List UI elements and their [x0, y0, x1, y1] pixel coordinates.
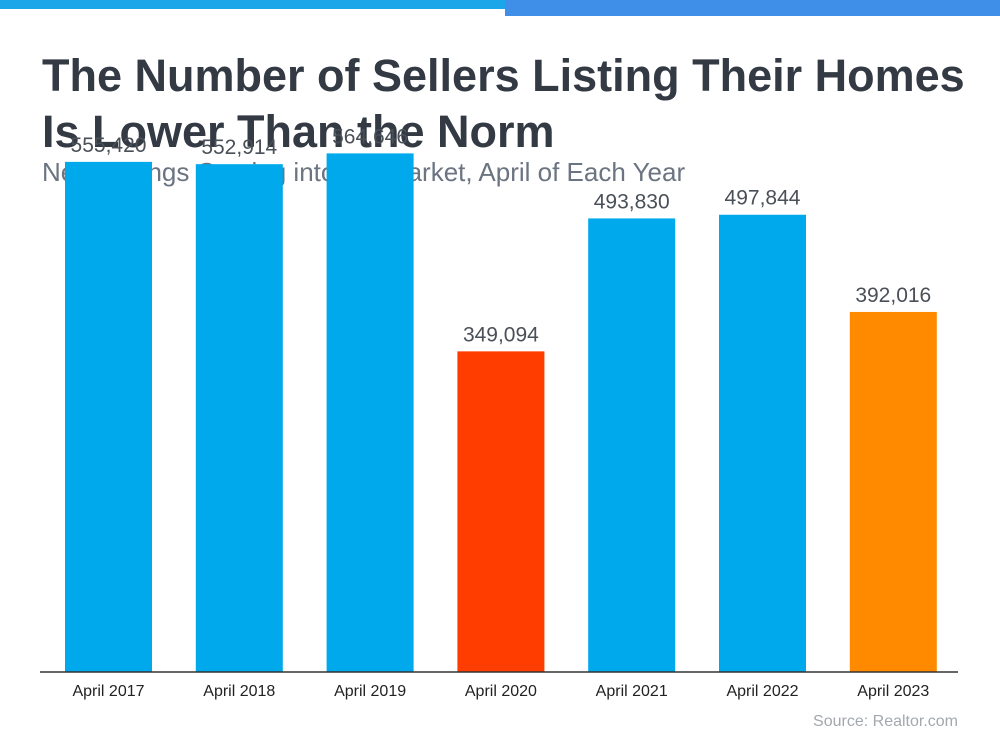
bar-april-2022 — [719, 214, 806, 672]
bar-april-2018 — [195, 164, 283, 673]
bar-april-2017 — [65, 161, 152, 672]
data-label-april-2018: 552,914 — [201, 136, 277, 159]
bar-april-2020 — [457, 351, 545, 672]
x-tick-label-april-2020: April 2020 — [465, 683, 537, 700]
x-tick-label-april-2017: April 2017 — [72, 683, 144, 700]
x-tick-label-april-2022: April 2022 — [726, 683, 798, 700]
data-label-april-2020: 349,094 — [463, 323, 539, 346]
data-label-april-2017: 555,420 — [71, 134, 147, 157]
chart-title: The Number of Sellers Listing Their Home… — [42, 48, 982, 160]
x-tick-label-april-2018: April 2018 — [203, 683, 275, 700]
data-label-april-2019: 564,646 — [332, 125, 408, 148]
bar-april-2019 — [326, 153, 414, 673]
top-accent-bar-left — [0, 0, 505, 9]
x-tick-label-april-2021: April 2021 — [596, 683, 668, 700]
chart-title-line-1: The Number of Sellers Listing Their Home… — [42, 50, 965, 101]
data-label-april-2023: 392,016 — [855, 284, 931, 307]
top-accent-bar-right — [505, 0, 1000, 16]
bar-april-2021 — [588, 218, 676, 672]
x-tick-label-april-2019: April 2019 — [334, 683, 406, 700]
bar-april-2023 — [849, 311, 937, 672]
source-note: Source: Realtor.com — [813, 713, 958, 730]
data-label-april-2021: 493,830 — [594, 190, 670, 213]
data-label-april-2022: 497,844 — [725, 187, 801, 210]
chart-title-line-2: Is Lower Than the Norm — [42, 106, 555, 157]
x-tick-label-april-2023: April 2023 — [857, 683, 929, 700]
